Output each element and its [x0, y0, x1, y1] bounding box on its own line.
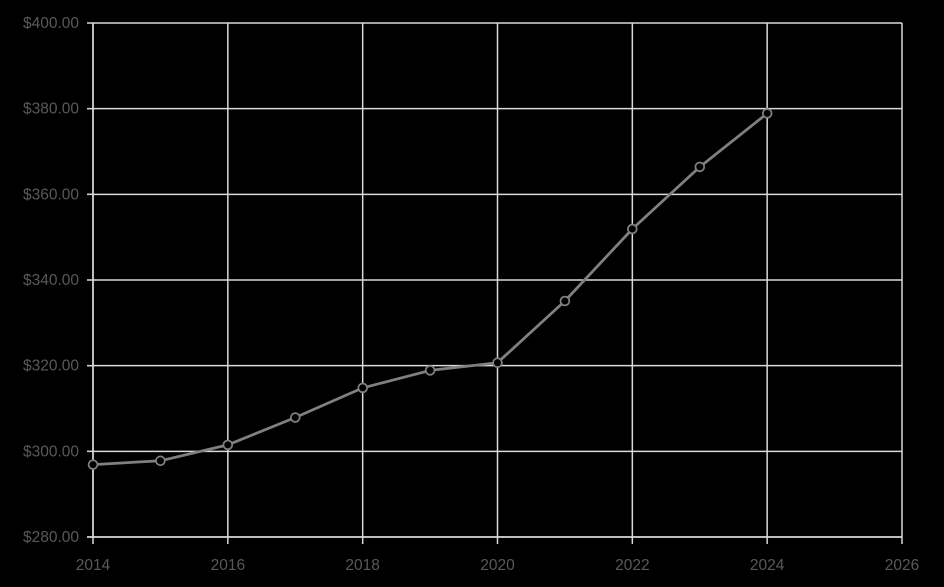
data-point-marker — [357, 382, 368, 394]
x-axis-tick-label: 2016 — [211, 557, 245, 574]
x-axis-tick-label: 2026 — [885, 557, 919, 574]
data-point-marker — [761, 108, 773, 119]
x-axis-tick-label: 2022 — [615, 557, 649, 574]
data-point-marker — [492, 357, 503, 368]
data-point-marker — [87, 459, 99, 470]
data-point-marker — [222, 439, 234, 451]
y-axis-tick-label: $320.00 — [23, 358, 79, 375]
y-axis-tick-label: $360.00 — [23, 186, 79, 203]
data-point-marker — [694, 161, 706, 173]
data-point-marker — [290, 412, 301, 423]
x-axis-tick-label: 2020 — [480, 557, 515, 574]
y-axis-tick-label: $380.00 — [23, 101, 79, 118]
data-point-marker — [627, 223, 638, 235]
x-axis-tick-label: 2014 — [76, 557, 111, 574]
x-axis-tick-label: 2024 — [750, 557, 785, 574]
data-point-marker — [424, 365, 436, 376]
x-axis-tick-label: 2018 — [345, 557, 379, 574]
data-point-marker — [155, 455, 166, 467]
y-axis-tick-label: $340.00 — [23, 272, 79, 289]
data-point-marker — [559, 295, 571, 307]
y-axis-tick-label: $400.00 — [23, 15, 79, 32]
y-axis-tick-label: $300.00 — [23, 443, 79, 460]
y-axis-tick-label: $280.00 — [23, 529, 79, 546]
